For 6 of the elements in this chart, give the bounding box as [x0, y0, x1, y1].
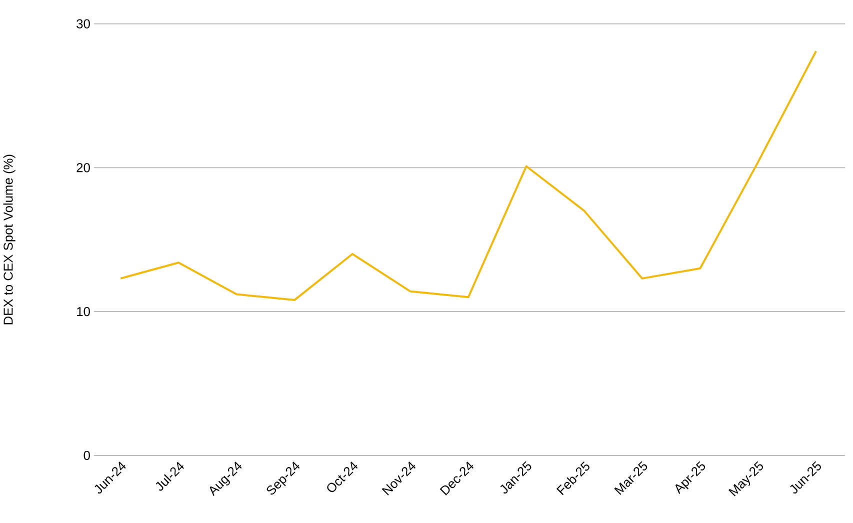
y-axis-title: DEX to CEX Spot Volume (%)	[3, 154, 16, 324]
y-tick-label: 20	[76, 163, 90, 172]
y-tick-label: 0	[84, 450, 90, 460]
line-series	[120, 50, 818, 302]
y-tick-label: 30	[76, 19, 90, 28]
y-tick-label: 10	[77, 307, 90, 316]
